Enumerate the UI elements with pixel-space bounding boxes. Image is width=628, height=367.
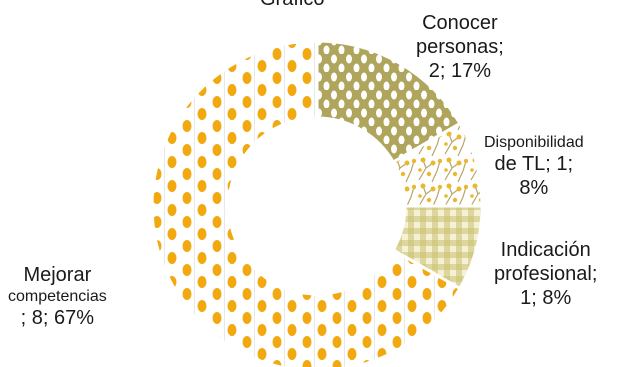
- label-line: competencias: [8, 288, 107, 305]
- label-line: de TL; 1;: [494, 153, 574, 176]
- label-line: Mejorar: [23, 264, 92, 286]
- chart-title: Gráfico: [260, 0, 324, 11]
- label-indicacion-profesional: Indicación profesional; 1; 8%: [494, 238, 597, 310]
- label-line: Indicación: [500, 239, 591, 261]
- label-line: Conocer: [422, 12, 498, 34]
- label-line: profesional;: [494, 263, 598, 285]
- slice-conocer-personas: [315, 39, 462, 165]
- label-line: Disponibilidad: [484, 134, 584, 151]
- slice-mejorar-competencias: [150, 39, 462, 367]
- label-line: 8%: [519, 177, 549, 200]
- label-line: 1; 8%: [520, 287, 572, 309]
- label-mejorar-competencias: Mejorar competencias ; 8; 67%: [8, 263, 107, 330]
- label-line: 2; 17%: [428, 60, 492, 82]
- label-line: ; 8; 67%: [20, 307, 95, 330]
- label-disponibilidad-tl: Disponibilidad de TL; 1; 8%: [484, 133, 584, 200]
- label-conocer-personas: Conocer personas; 2; 17%: [416, 11, 504, 83]
- label-line: personas;: [416, 36, 504, 58]
